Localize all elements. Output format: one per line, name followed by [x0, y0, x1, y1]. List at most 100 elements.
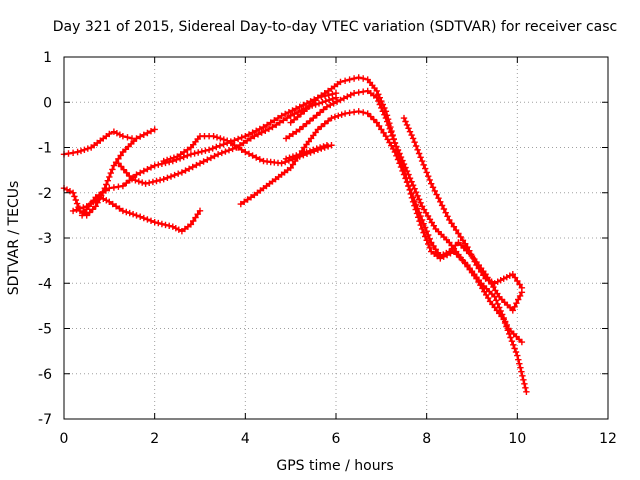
- data-point: [360, 88, 367, 95]
- data-point: [455, 230, 462, 237]
- data-point: [480, 272, 487, 279]
- data-point: [213, 143, 220, 151]
- data-point: [104, 177, 111, 184]
- data-point: [444, 213, 451, 220]
- data-point: [378, 97, 385, 105]
- data-point: [198, 148, 205, 155]
- data-point: [142, 180, 149, 187]
- data-point: [140, 214, 147, 222]
- data-point: [333, 98, 341, 105]
- data-point: [287, 164, 294, 172]
- data-point: [107, 169, 114, 177]
- data-point: [360, 75, 367, 82]
- data-point: [73, 200, 81, 207]
- data-point: [306, 117, 314, 125]
- data-point: [247, 194, 255, 201]
- data-point: [289, 107, 296, 114]
- data-point: [110, 162, 118, 169]
- data-point: [316, 109, 324, 116]
- data-point: [360, 109, 367, 116]
- data-point: [381, 104, 388, 112]
- data-point: [412, 189, 420, 196]
- data-point: [415, 150, 423, 157]
- data-point: [514, 277, 521, 285]
- data-point: [99, 189, 106, 196]
- data-point: [510, 341, 517, 348]
- data-point: [227, 139, 234, 147]
- data-point: [89, 206, 96, 213]
- data-point: [373, 87, 380, 95]
- data-point: [313, 112, 320, 119]
- data-point: [225, 147, 233, 154]
- data-point: [424, 212, 432, 220]
- data-point: [406, 128, 414, 135]
- data-point: [151, 162, 158, 169]
- data-point: [274, 114, 282, 122]
- data-point: [409, 182, 417, 189]
- data-point: [71, 193, 78, 200]
- data-point: [511, 303, 518, 310]
- data-point: [117, 152, 124, 159]
- data-point: [475, 265, 482, 272]
- data-point: [426, 244, 433, 251]
- data-point: [109, 166, 116, 173]
- data-point: [271, 117, 278, 124]
- data-point: [344, 93, 351, 100]
- data-point: [263, 121, 271, 129]
- data-point: [473, 275, 480, 282]
- data-point: [167, 155, 174, 162]
- data-point: [323, 103, 331, 110]
- data-point: [242, 148, 249, 156]
- data-point: [132, 177, 139, 184]
- data-point: [164, 174, 171, 181]
- data-point: [170, 154, 178, 161]
- data-point: [491, 293, 498, 300]
- data-point: [431, 187, 438, 195]
- grid: [64, 57, 608, 419]
- data-point: [411, 139, 418, 146]
- data-point: [195, 149, 202, 156]
- data-point: [318, 92, 325, 99]
- x-axis-label: GPS time / hours: [276, 458, 393, 474]
- data-point: [193, 161, 200, 169]
- data-point: [319, 99, 326, 106]
- data-point: [452, 226, 460, 234]
- data-point: [514, 352, 521, 359]
- y-ticks: 1 0 -1 -2 -3 -4 -5 -6 -7: [38, 50, 608, 428]
- data-point: [429, 184, 437, 191]
- x-tick-label: 6: [332, 431, 341, 447]
- data-point: [379, 101, 386, 108]
- data-point: [192, 214, 199, 221]
- data-point: [285, 109, 293, 116]
- data-point: [322, 97, 329, 105]
- data-point: [473, 261, 480, 269]
- data-point: [234, 144, 242, 151]
- data-point: [216, 142, 224, 149]
- data-point: [180, 148, 188, 156]
- data-point: [509, 271, 516, 278]
- data-point: [178, 169, 186, 176]
- data-point: [92, 203, 99, 210]
- data-point: [253, 154, 260, 161]
- data-point: [428, 180, 435, 187]
- data-point: [303, 120, 310, 127]
- data-point: [80, 204, 87, 211]
- data-point: [517, 364, 524, 371]
- data-point: [422, 233, 429, 240]
- data-point: [189, 163, 196, 171]
- data-point: [95, 191, 103, 199]
- data-point: [133, 171, 140, 178]
- data-point: [218, 149, 225, 157]
- data-point: [397, 153, 405, 161]
- data-point: [184, 146, 191, 153]
- data-point: [194, 211, 201, 218]
- data-point: [412, 142, 420, 150]
- data-point: [167, 173, 175, 180]
- data-point: [177, 151, 184, 158]
- data-point: [251, 133, 258, 140]
- data-point: [408, 194, 416, 201]
- data-point: [77, 147, 85, 155]
- data-point: [430, 242, 437, 250]
- data-point: [430, 222, 437, 229]
